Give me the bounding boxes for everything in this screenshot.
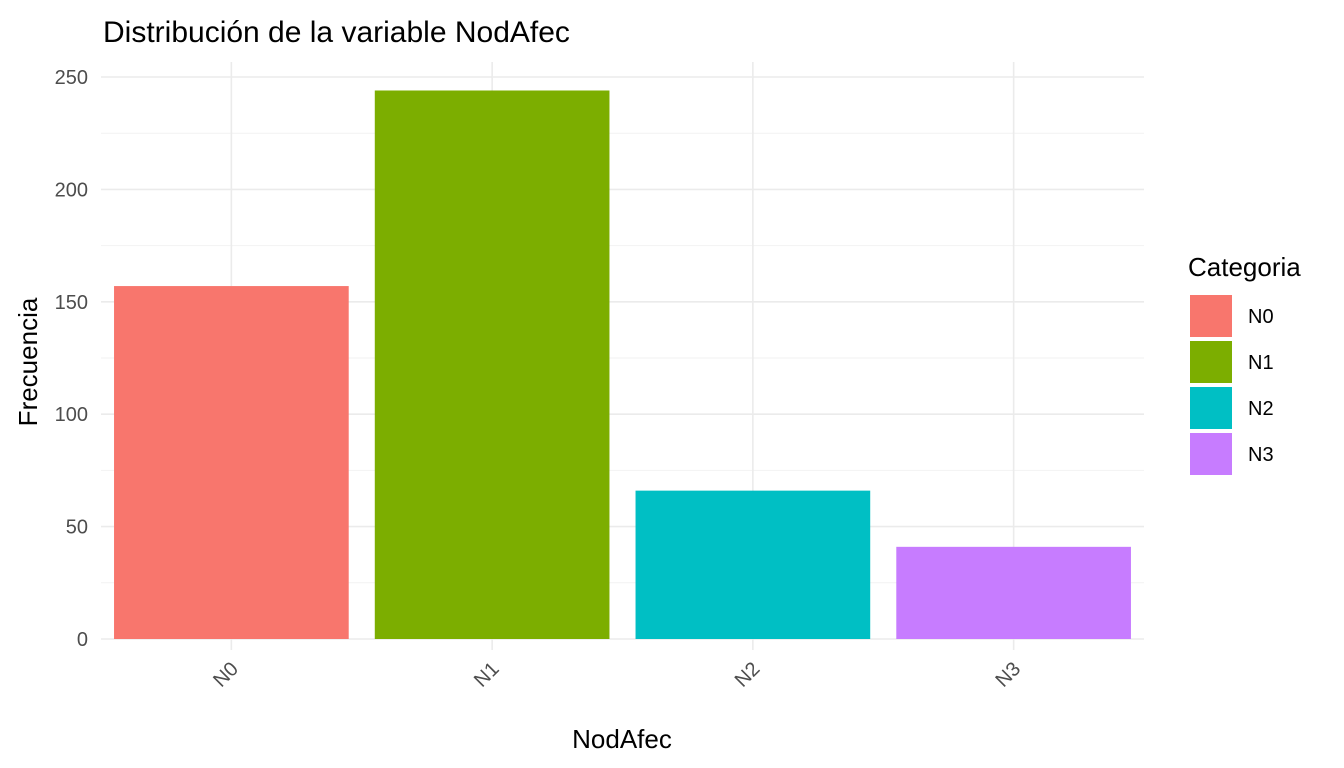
y-tick-label: 150	[55, 292, 88, 314]
y-axis-ticks: 0 50 100 150 200 250	[55, 67, 88, 651]
legend: Categoria N0 N1 N2 N3	[1188, 252, 1301, 475]
bars	[114, 90, 1131, 640]
y-tick-label: 0	[77, 629, 88, 651]
x-tick-label: N3	[992, 658, 1026, 692]
legend-label: N1	[1248, 352, 1274, 374]
x-axis-ticks: N0 N1 N2 N3	[209, 658, 1025, 692]
x-tick-label: N2	[731, 658, 765, 692]
x-tick-label: N1	[470, 658, 504, 692]
bar-n3	[896, 546, 1131, 639]
bar-n1	[374, 90, 610, 640]
y-tick-label: 50	[66, 517, 88, 539]
x-axis-title: NodAfec	[572, 724, 672, 754]
legend-swatch-n3	[1190, 433, 1232, 475]
bar-n0	[114, 286, 349, 639]
legend-title: Categoria	[1188, 252, 1301, 282]
bar-n2	[635, 490, 871, 639]
legend-swatch-n2	[1190, 387, 1232, 429]
legend-label: N0	[1248, 306, 1274, 328]
y-axis-title: Frecuencia	[13, 297, 43, 426]
legend-items: N0 N1 N2 N3	[1190, 295, 1274, 475]
legend-swatch-n1	[1190, 341, 1232, 383]
chart-title: Distribución de la variable NodAfec	[103, 16, 570, 49]
x-tick-label: N0	[209, 658, 243, 692]
y-tick-label: 100	[55, 404, 88, 426]
legend-swatch-n0	[1190, 295, 1232, 337]
y-tick-label: 250	[55, 67, 88, 89]
legend-label: N3	[1248, 444, 1274, 466]
legend-label: N2	[1248, 398, 1274, 420]
y-tick-label: 200	[55, 179, 88, 201]
